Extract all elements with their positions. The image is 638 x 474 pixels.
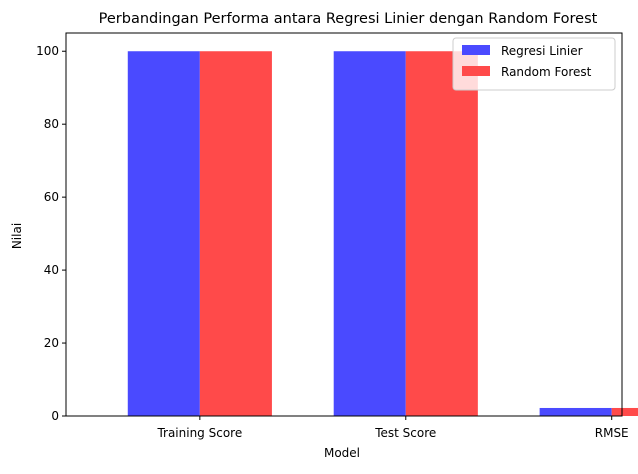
legend-label: Regresi Linier bbox=[501, 44, 583, 58]
x-tick-label: Test Score bbox=[374, 426, 436, 440]
bar-regresi-linier-0 bbox=[127, 51, 200, 416]
legend-swatch bbox=[462, 66, 490, 76]
bar-random-forest-2 bbox=[611, 407, 638, 416]
legend-box bbox=[452, 37, 616, 91]
bar-random-forest-1 bbox=[405, 51, 478, 416]
legend-label: Random Forest bbox=[501, 65, 592, 79]
x-axis-label: Model bbox=[324, 446, 360, 460]
y-tick-label: 20 bbox=[44, 336, 59, 350]
axes-layer: 0 20 40 60 80 100 Training Score Test Score RMSE bbox=[36, 32, 629, 440]
bars-layer bbox=[127, 51, 638, 416]
y-tick-label: 80 bbox=[44, 117, 59, 131]
bar-regresi-linier-2 bbox=[539, 407, 612, 416]
legend-swatch bbox=[462, 45, 490, 55]
chart-title: Perbandingan Performa antara Regresi Lin… bbox=[99, 11, 598, 27]
y-tick-label: 40 bbox=[44, 263, 59, 277]
y-tick-label: 100 bbox=[36, 44, 59, 58]
plot-frame bbox=[65, 32, 623, 417]
x-tick-label: Training Score bbox=[156, 426, 242, 440]
bar-random-forest-0 bbox=[199, 51, 272, 416]
x-tick-label: RMSE bbox=[595, 426, 629, 440]
legend: Regresi Linier Random Forest bbox=[452, 37, 616, 91]
y-axis-label: Nilai bbox=[10, 223, 24, 249]
y-tick-label: 60 bbox=[44, 190, 59, 204]
bar-regresi-linier-1 bbox=[333, 51, 406, 416]
y-tick-label: 0 bbox=[51, 409, 59, 423]
